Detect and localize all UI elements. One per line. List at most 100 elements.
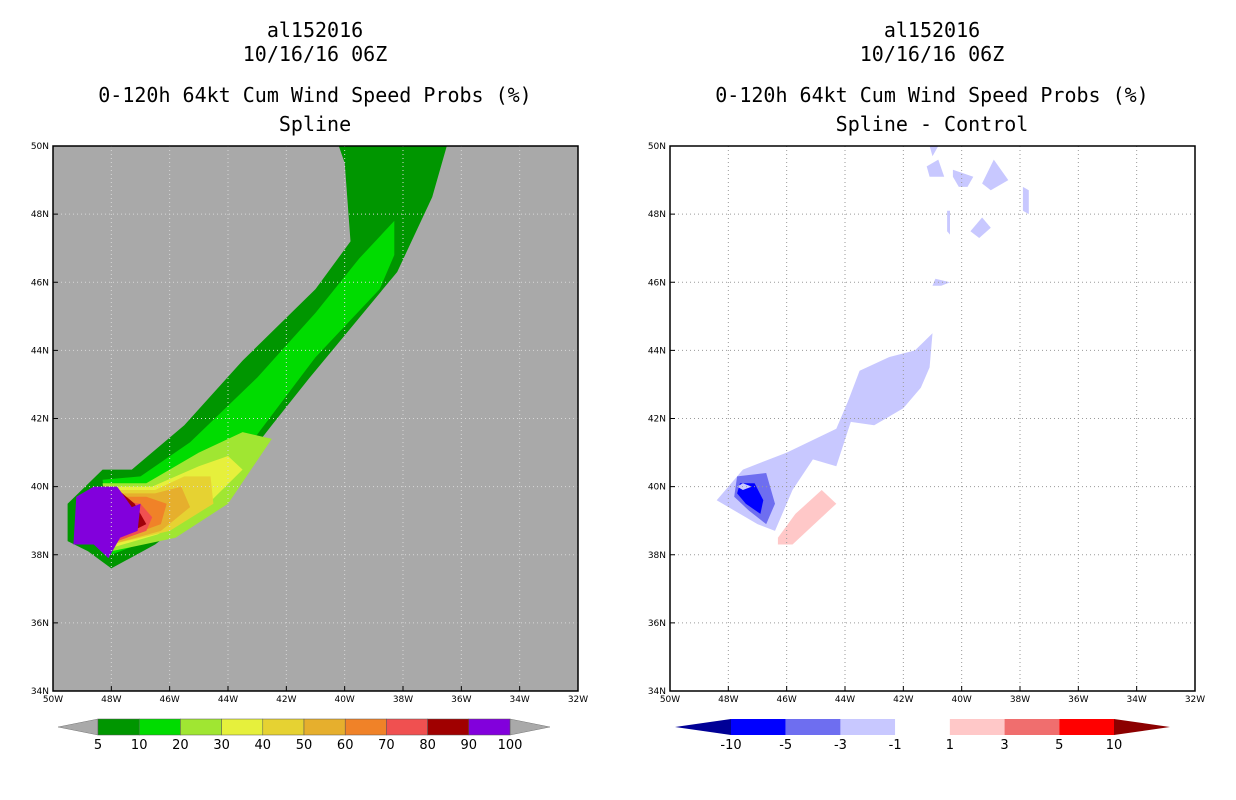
left-colorbar-swatch [344,718,387,736]
right-colorbar-swatch [840,719,896,735]
left-x-tick-label: 40W [334,695,354,705]
right-contour-region-12 [737,483,752,490]
right-x-tick-label: 40W [951,695,971,705]
left-x-tick-label: 50W [43,695,63,705]
left-y-tick-label: 38N [31,551,49,561]
right-x-tick-label: 34W [1126,695,1146,705]
right-product-title: 0-120h 64kt Cum Wind Speed Probs (%) [715,83,1149,107]
left-plot-background [53,146,578,691]
left-subtitle: Spline [278,112,352,136]
left-contour-region-9 [73,486,141,559]
right-colorbar-swatch [731,719,786,735]
left-chart-title: al152016 10/16/16 06Z 0-120h 64kt Cum Wi… [55,18,575,136]
left-colorbar: 5 10 20 30 40 50 60 70 80 90 100 [57,718,551,753]
left-colorbar-label: 10 [131,738,148,753]
right-colorbar-label: 1 [946,738,954,753]
left-y-tick-label: 50N [31,142,49,152]
right-y-tick-label: 48N [648,210,666,220]
left-colorbar-swatch [468,718,511,736]
right-y-tick-label: 46N [648,278,666,288]
left-y-tick-label: 34N [31,687,49,697]
left-colorbar-label: 70 [378,738,395,753]
right-colorbar-label: -3 [834,738,847,753]
left-colorbar-label: 90 [461,738,478,753]
left-y-tick-label: 44N [31,346,49,356]
right-chart-title: al152016 10/16/16 06Z 0-120h 64kt Cum Wi… [672,18,1192,136]
right-plot-background [670,146,1195,691]
left-x-tick-label: 36W [451,695,471,705]
left-colorbar-swatch [262,718,305,736]
right-y-tick-label: 36N [648,619,666,629]
left-colorbar-swatch [138,718,181,736]
right-colorbar-high-end [1114,719,1170,735]
left-plot: 50W 48W 46W 44W 42W 40W 38W 36W 34W 32W 34N 36N 38N 4… [31,142,588,705]
right-x-tick-label: 50W [660,695,680,705]
right-colorbar-label: -5 [779,738,792,753]
left-colorbar-label: 40 [255,738,272,753]
left-x-tick-label: 32W [568,695,588,705]
right-contour-region-0 [716,333,933,531]
right-y-tick-label: 38N [648,551,666,561]
right-x-tick-label: 42W [893,695,913,705]
left-colorbar-low-end [57,718,99,736]
right-colorbar-label: -1 [889,738,902,753]
left-colorbar-label: 100 [498,738,523,753]
right-gridlines [670,146,1195,691]
right-contour-region-2 [737,483,764,514]
right-x-tick-label: 46W [776,695,796,705]
right-y-tick-label: 50N [648,142,666,152]
left-product-title: 0-120h 64kt Cum Wind Speed Probs (%) [98,83,532,107]
left-colorbar-label: 80 [419,738,436,753]
right-contour-region-7 [982,159,1009,191]
left-x-tick-label: 34W [509,695,529,705]
left-colorbar-swatch [386,718,428,736]
left-colorbar-label: 5 [94,738,102,753]
right-colorbar-label: 3 [1000,738,1008,753]
right-storm-id: al152016 [883,18,981,42]
left-colorbar-label: 60 [337,738,354,753]
right-colorbar-swatch [949,719,1005,735]
left-colorbar-high-end [509,718,551,736]
right-colorbar-swatch [1059,719,1114,735]
left-gridlines [53,146,578,691]
right-subtitle: Spline - Control [835,112,1029,136]
left-x-tick-label: 46W [159,695,179,705]
right-contour-region-3 [777,490,837,545]
left-colorbar-label: 50 [296,738,313,753]
right-datetime: 10/16/16 06Z [859,42,1005,66]
left-y-tick-label: 40N [31,483,49,493]
left-x-tick-label: 48W [101,695,121,705]
left-y-tick-label: 42N [31,415,49,425]
right-contour-region-10 [970,217,991,238]
left-colorbar-label: 20 [172,738,189,753]
right-contour-region-8 [1022,186,1029,215]
left-x-tick-label: 42W [276,695,296,705]
right-colorbar-low-end [675,719,731,735]
right-y-tick-label: 34N [648,687,666,697]
right-y-tick-label: 40N [648,483,666,493]
left-colorbar-label: 30 [213,738,230,753]
right-y-tick-label: 42N [648,415,666,425]
right-colorbar-label: 10 [1106,738,1123,753]
right-contour-regions [716,146,1029,545]
right-x-tick-label: 32W [1185,695,1205,705]
right-contour-region-6 [952,169,974,187]
right-contour-region-5 [926,159,945,177]
right-colorbar-swatch [1004,719,1060,735]
right-x-tick-label: 44W [835,695,855,705]
left-storm-id: al152016 [266,18,364,42]
left-colorbar-swatch [427,718,470,736]
left-colorbar-swatch [180,718,222,736]
right-x-tick-label: 36W [1068,695,1088,705]
right-colorbar-swatch [895,719,950,735]
right-plot: 50W 48W 46W 44W 42W 40W 38W 36W 34W 32W 34N 36N 38N 4… [648,142,1205,705]
right-colorbar: -10 -5 -3 -1 1 3 5 10 [675,719,1170,753]
left-y-tick-label: 46N [31,278,49,288]
left-contour-regions [67,146,447,569]
left-colorbar-swatch [221,718,264,736]
left-y-tick-label: 36N [31,619,49,629]
left-y-tick-label: 48N [31,210,49,220]
right-colorbar-swatch [785,719,841,735]
right-contour-region-9 [947,210,950,235]
